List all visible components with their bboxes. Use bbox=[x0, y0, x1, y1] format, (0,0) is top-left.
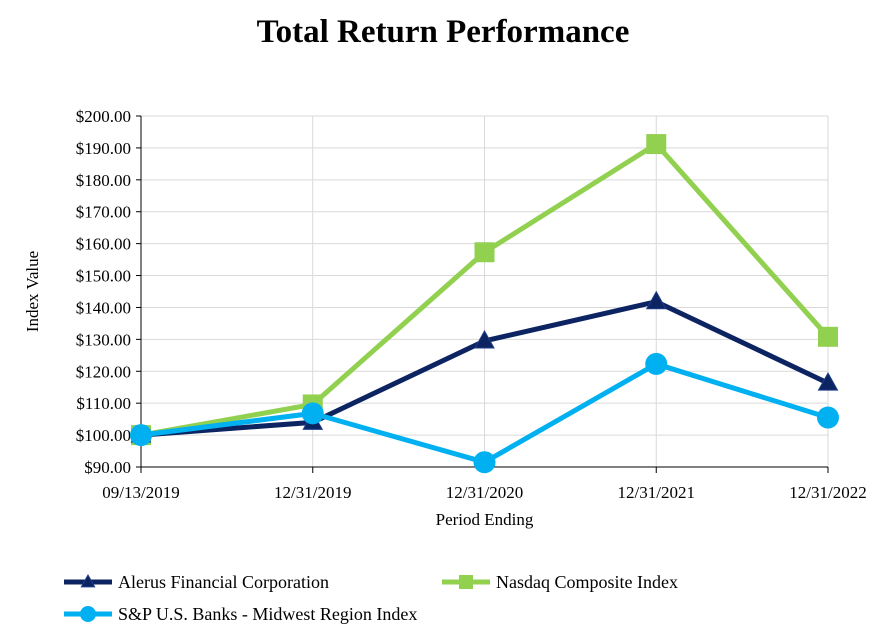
data-point-square bbox=[646, 134, 667, 155]
x-tick-label: 12/31/2020 bbox=[446, 483, 523, 502]
legend-swatch-nasdaq bbox=[442, 575, 490, 589]
y-tick-label: $170.00 bbox=[76, 203, 131, 222]
data-point-circle bbox=[645, 352, 668, 375]
x-tick-label: 12/31/2021 bbox=[618, 483, 695, 502]
line-chart: $90.00 $100.00 $110.00 $120.00 $130.00 $140.0… bbox=[23, 107, 867, 529]
data-point-circle bbox=[817, 406, 839, 429]
y-axis-title: Index Value bbox=[23, 251, 42, 332]
data-point-triangle bbox=[645, 290, 667, 310]
y-tick-label: $160.00 bbox=[76, 235, 131, 254]
data-point-triangle bbox=[474, 329, 495, 349]
legend-label-sp-banks: S&P U.S. Banks - Midwest Region Index bbox=[118, 603, 418, 624]
x-tick-label: 12/31/2019 bbox=[274, 483, 351, 502]
data-point-triangle bbox=[817, 372, 839, 391]
legend-marker-triangle bbox=[80, 573, 96, 588]
y-tick-label: $120.00 bbox=[76, 362, 131, 381]
legend-marker-square bbox=[459, 575, 473, 589]
legend-item-sp-banks: S&P U.S. Banks - Midwest Region Index bbox=[62, 600, 417, 628]
data-point-square bbox=[474, 242, 495, 263]
y-tick-label: $110.00 bbox=[76, 394, 131, 413]
legend-item-nasdaq: Nasdaq Composite Index bbox=[440, 568, 678, 596]
x-tick-label: 09/13/2019 bbox=[102, 483, 179, 502]
legend-marker-circle bbox=[80, 606, 96, 622]
x-axis-title: Period Ending bbox=[436, 510, 534, 529]
y-tick-label: $200.00 bbox=[76, 107, 131, 126]
x-tick-label: 12/31/2022 bbox=[789, 483, 866, 502]
y-tick-label: $90.00 bbox=[84, 458, 131, 477]
y-tick-label: $150.00 bbox=[76, 267, 131, 286]
y-tick-label: $100.00 bbox=[76, 426, 131, 445]
legend-label-nasdaq: Nasdaq Composite Index bbox=[496, 571, 678, 592]
data-point-circle bbox=[130, 424, 152, 447]
legend-label-alerus: Alerus Financial Corporation bbox=[118, 571, 329, 592]
y-tick-label: $190.00 bbox=[76, 139, 131, 158]
y-tick-label: $130.00 bbox=[76, 330, 131, 349]
legend-swatch-alerus bbox=[64, 573, 112, 588]
y-tick-label: $180.00 bbox=[76, 171, 131, 190]
data-point-circle bbox=[473, 451, 496, 474]
data-point-circle bbox=[301, 402, 324, 425]
legend: Alerus Financial Corporation Nasdaq Comp… bbox=[62, 568, 862, 638]
legend-swatch-sp-banks bbox=[64, 606, 112, 622]
legend-item-alerus: Alerus Financial Corporation bbox=[62, 568, 329, 596]
chart-title: Total Return Performance bbox=[256, 14, 630, 50]
data-point-square bbox=[818, 326, 838, 347]
y-tick-label: $140.00 bbox=[76, 298, 131, 317]
